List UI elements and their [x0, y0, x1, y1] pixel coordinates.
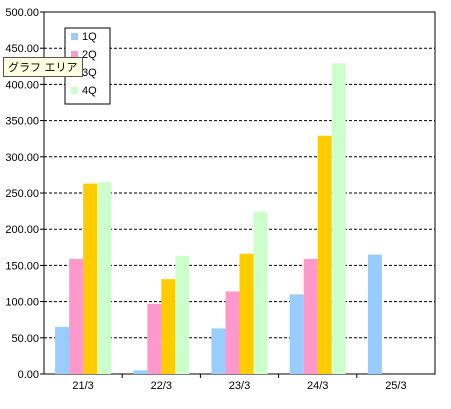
bars: [55, 63, 382, 375]
bar-4q-22-3: [175, 255, 190, 374]
bar-3q-24-3: [317, 135, 332, 374]
bar-2q-21-3: [69, 258, 84, 374]
y-tick-label: 200.00: [5, 224, 39, 236]
bar-4q-23-3: [253, 211, 268, 374]
chart-area-tooltip: グラフ エリア: [3, 57, 83, 77]
bar-1q-25-3: [367, 254, 382, 374]
legend-label-2q: 2Q: [82, 49, 97, 61]
y-tick-label: 500.00: [5, 7, 39, 19]
y-tick-label: 100.00: [5, 297, 39, 309]
bar-3q-22-3: [161, 279, 176, 374]
y-tick-label: 300.00: [5, 152, 39, 164]
y-tick-label: 250.00: [5, 188, 39, 200]
x-tick-label: 25/3: [385, 380, 406, 392]
bar-1q-23-3: [211, 328, 226, 374]
legend-swatch-2q: [71, 51, 78, 58]
x-tick-label: 22/3: [151, 380, 172, 392]
legend-label-1q: 1Q: [82, 31, 97, 43]
legend-swatch-1q: [71, 33, 78, 40]
bar-4q-21-3: [97, 182, 112, 374]
bar-2q-23-3: [225, 291, 240, 374]
x-tick-label: 23/3: [229, 380, 250, 392]
bar-2q-22-3: [147, 303, 162, 374]
bar-1q-22-3: [133, 370, 148, 374]
y-tick-label: 350.00: [5, 116, 39, 128]
legend-label-4q: 4Q: [82, 85, 97, 97]
bar-3q-21-3: [83, 183, 98, 374]
bar-2q-24-3: [303, 258, 318, 374]
y-tick-label: 150.00: [5, 260, 39, 272]
x-axis: 21/3 22/3 23/3 24/3 25/3: [72, 374, 407, 392]
x-tick-label: 24/3: [307, 380, 328, 392]
y-axis: 0.00 50.00 100.00 150.00 200.00 250.00 300.00 3…: [5, 7, 44, 381]
legend-label-3q: 3Q: [82, 67, 97, 79]
y-tick-label: 400.00: [5, 79, 39, 91]
y-tick-label: 450.00: [5, 43, 39, 55]
bar-1q-24-3: [289, 294, 304, 374]
y-tick-label: 0.00: [18, 369, 39, 381]
x-tick-label: 21/3: [72, 380, 93, 392]
bar-3q-23-3: [239, 253, 254, 374]
bar-1q-21-3: [55, 326, 70, 374]
y-tick-label: 50.00: [11, 333, 39, 345]
bar-4q-24-3: [331, 63, 346, 375]
legend-swatch-4q: [71, 87, 78, 94]
